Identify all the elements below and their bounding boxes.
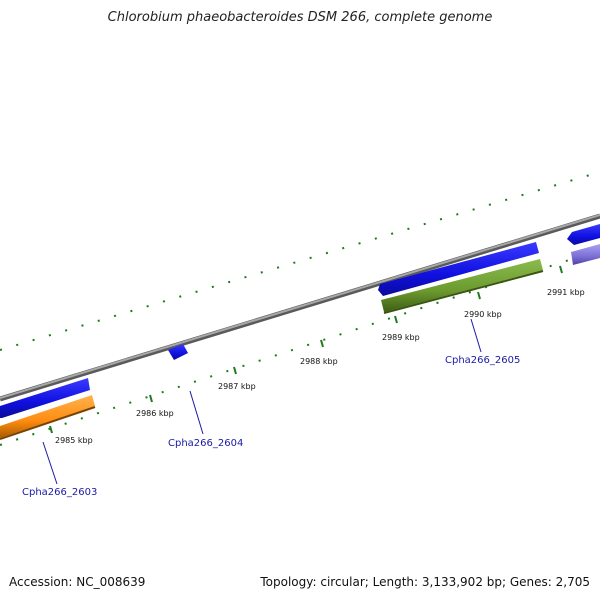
gene-feature-blue-right[interactable]	[567, 224, 600, 245]
genome-summary-text: Topology: circular; Length: 3,133,902 bp…	[260, 575, 590, 589]
major-tick	[477, 291, 481, 300]
gene-feature-orange-edge	[0, 406, 96, 440]
major-ticks	[49, 265, 563, 434]
major-tick	[320, 339, 324, 348]
gene-feature-purple[interactable]	[571, 244, 600, 265]
gene-feature-small-blue[interactable]	[168, 344, 188, 360]
accession-text: Accession: NC_008639	[9, 575, 146, 589]
kbp-label: 2988 kbp	[300, 357, 338, 366]
gene-label-cpha266-2603[interactable]: Cpha266_2603	[22, 487, 97, 498]
kbp-label: 2989 kbp	[382, 333, 420, 342]
major-tick	[149, 394, 153, 403]
kbp-label: 2986 kbp	[136, 409, 174, 418]
major-tick	[559, 265, 563, 274]
kbp-label: 2985 kbp	[55, 436, 93, 445]
gene-label-cpha266-2604[interactable]: Cpha266_2604	[168, 438, 243, 449]
gene-feature-green[interactable]	[381, 259, 543, 312]
kbp-label: 2991 kbp	[547, 288, 585, 297]
major-tick	[394, 315, 398, 324]
gene-label-leader	[470, 318, 482, 353]
gene-label-cpha266-2605[interactable]: Cpha266_2605	[445, 355, 520, 366]
gene-feature-blue-2605[interactable]	[378, 242, 539, 296]
gene-label-leader	[189, 390, 204, 435]
kbp-label: 2987 kbp	[218, 382, 256, 391]
genome-backbone	[0, 214, 600, 399]
gene-feature-blue[interactable]	[0, 378, 90, 418]
major-tick	[49, 425, 53, 434]
gene-feature-green-edge	[383, 270, 544, 314]
outer-tick-track	[0, 171, 600, 351]
gene-feature-orange[interactable]	[0, 395, 95, 438]
gene-label-leader	[42, 441, 58, 485]
genome-title: Chlorobium phaeobacteroides DSM 266, com…	[107, 10, 493, 25]
kbp-label: 2990 kbp	[464, 310, 502, 319]
major-tick	[233, 366, 237, 375]
